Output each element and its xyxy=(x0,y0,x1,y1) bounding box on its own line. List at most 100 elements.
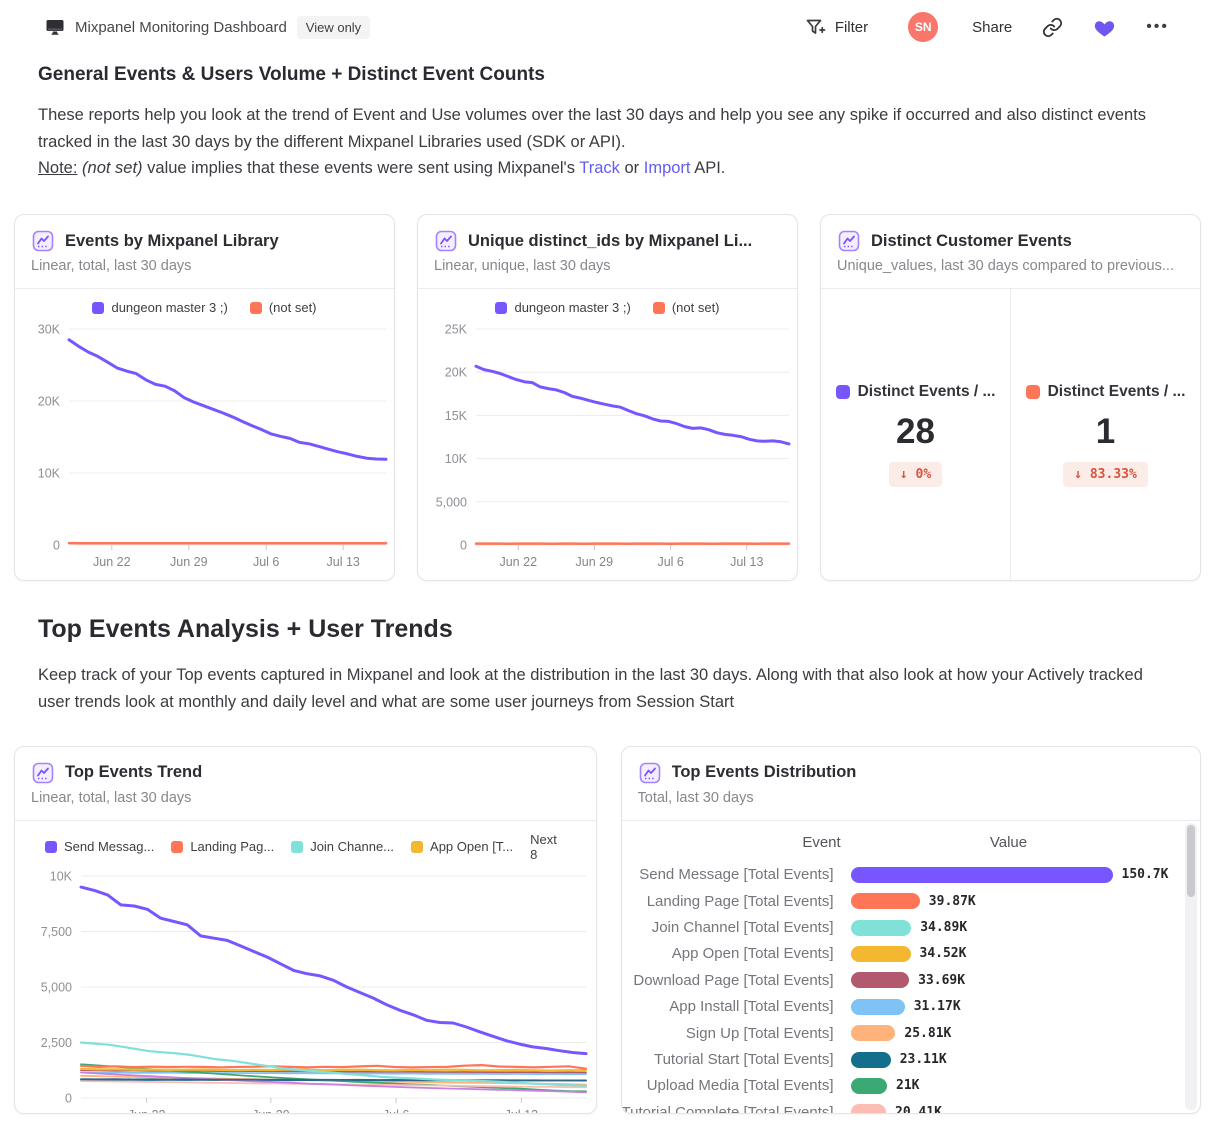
legend-item[interactable]: Send Messag... xyxy=(45,839,154,854)
card-title[interactable]: Top Events Distribution xyxy=(671,763,857,782)
table-row[interactable]: Sign Up [Total Events] 25.81K xyxy=(622,1020,1201,1046)
legend-color-chip xyxy=(45,840,57,853)
report-icon xyxy=(31,229,55,253)
more-menu-button[interactable]: ••• xyxy=(1146,18,1169,36)
card-subtitle: Linear, total, last 30 days xyxy=(31,789,192,806)
value-bar xyxy=(850,919,912,936)
more-icon: ••• xyxy=(1146,18,1169,35)
card-unique-distinct-ids: Unique distinct_ids by Mixpanel Li... Li… xyxy=(417,214,798,582)
legend-color-chip xyxy=(291,840,304,853)
chart-legend: dungeon master 3 ;) (not set) xyxy=(418,289,797,319)
table-row[interactable]: App Install [Total Events] 31.17K xyxy=(622,994,1201,1020)
legend-item[interactable]: (not set) xyxy=(652,300,720,316)
table-row[interactable]: Upload Media [Total Events] 21K xyxy=(622,1073,1201,1099)
svg-text:20K: 20K xyxy=(38,395,61,409)
event-label: Tutorial Complete [Total Events] xyxy=(621,1103,834,1113)
svg-text:2,500: 2,500 xyxy=(41,1036,72,1050)
legend-color-chip xyxy=(92,301,105,314)
svg-text:Jun 22: Jun 22 xyxy=(499,555,537,569)
filter-button[interactable]: Filter xyxy=(805,17,868,37)
legend-label: Join Channe... xyxy=(310,839,395,855)
svg-text:Jul 6: Jul 6 xyxy=(657,555,683,569)
column-event: Event xyxy=(802,833,841,851)
value-label: 150.7K xyxy=(1121,867,1169,883)
view-only-badge: View only xyxy=(296,15,371,39)
legend-label: Send Messag... xyxy=(64,839,155,855)
legend-item[interactable]: Landing Pag... xyxy=(171,839,274,854)
legend-item[interactable]: Join Channe... xyxy=(291,839,394,854)
section-heading: Top Events Analysis + User Trends xyxy=(38,615,453,644)
legend-label: (not set) xyxy=(671,300,720,316)
card-top-events-trend: Top Events Trend Linear, total, last 30 … xyxy=(14,745,597,1114)
value-label: 34.52K xyxy=(919,946,967,962)
report-icon xyxy=(31,761,55,785)
report-icon xyxy=(434,229,458,253)
filter-label: Filter xyxy=(834,18,869,36)
card-title[interactable]: Unique distinct_ids by Mixpanel Li... xyxy=(468,231,753,250)
legend-label: App Open [T... xyxy=(430,839,514,855)
section-top-events: Top Events Analysis + User Trends Keep t… xyxy=(38,615,1177,715)
event-label: Upload Media [Total Events] xyxy=(646,1077,834,1095)
svg-text:Jun 29: Jun 29 xyxy=(576,555,614,569)
table-row[interactable]: Download Page [Total Events] 33.69K xyxy=(622,967,1201,993)
table-row[interactable]: Join Channel [Total Events] 34.89K xyxy=(622,914,1201,940)
metric-delta-badge: ↓ 0% xyxy=(888,461,943,487)
legend-item[interactable]: (not set) xyxy=(249,300,317,315)
value-bar xyxy=(850,1025,896,1042)
value-bar xyxy=(850,1104,886,1113)
section-description: These reports help you look at the trend… xyxy=(38,106,1146,151)
filter-icon xyxy=(805,17,826,37)
event-label: Landing Page [Total Events] xyxy=(646,892,834,910)
event-label: Tutorial Start [Total Events] xyxy=(653,1051,834,1069)
card-title[interactable]: Events by Mixpanel Library xyxy=(65,231,279,250)
card-subtitle: Linear, total, last 30 days xyxy=(31,258,192,275)
event-label: App Open [Total Events] xyxy=(671,945,834,963)
table-row[interactable]: Landing Page [Total Events] 39.87K xyxy=(622,888,1201,914)
card-top-events-distribution: Top Events Distribution Total, last 30 d… xyxy=(620,745,1201,1114)
table-row[interactable]: Send Message [Total Events] 150.7K xyxy=(622,862,1201,888)
table-row[interactable]: Tutorial Complete [Total Events] 20.41K xyxy=(621,1099,1201,1113)
track-link[interactable]: Track xyxy=(579,159,620,178)
scrollbar-track[interactable] xyxy=(1185,822,1197,1110)
monitor-icon xyxy=(45,17,65,37)
avatar[interactable]: SN xyxy=(908,12,939,42)
table-row[interactable]: App Open [Total Events] 34.52K xyxy=(622,941,1201,967)
share-button[interactable]: Share xyxy=(972,19,1012,36)
metric-delta-badge: ↓ 83.33% xyxy=(1063,461,1148,487)
value-label: 25.81K xyxy=(904,1025,952,1041)
scrollbar-thumb[interactable] xyxy=(1187,824,1195,897)
card-title[interactable]: Distinct Customer Events xyxy=(871,231,1072,250)
table-row[interactable]: Tutorial Start [Total Events] 23.11K xyxy=(622,1046,1201,1072)
metric-label: Distinct Events / ... xyxy=(1025,383,1185,401)
legend-label: dungeon master 3 ;) xyxy=(111,300,228,316)
svg-text:20K: 20K xyxy=(445,366,468,380)
svg-text:Jul 13: Jul 13 xyxy=(730,555,763,569)
svg-text:25K: 25K xyxy=(445,323,468,337)
event-label: App Install [Total Events] xyxy=(669,998,834,1016)
metric-value: 1 xyxy=(1095,411,1116,451)
card-title[interactable]: Top Events Trend xyxy=(65,763,203,782)
svg-text:0: 0 xyxy=(53,539,60,553)
metric-panel: Distinct Events / ... 28 ↓ 0% xyxy=(821,289,1010,580)
favorite-button[interactable] xyxy=(1093,17,1116,38)
line-chart: 25K 20K 15K 10K 5,000 0 Jun 22 Jun 29 Jul 6 Jul 1… xyxy=(418,319,797,578)
table-body: Send Message [Total Events] 150.7K Landing… xyxy=(622,862,1201,1113)
value-bar xyxy=(850,1051,891,1068)
import-link[interactable]: Import xyxy=(643,159,691,178)
dashboard-title: Mixpanel Monitoring Dashboard xyxy=(75,18,287,36)
legend-item[interactable]: dungeon master 3 ;) xyxy=(92,300,228,316)
svg-text:10K: 10K xyxy=(50,869,73,883)
note-italic: (not set) xyxy=(82,159,143,178)
legend-more[interactable]: Next 8 xyxy=(530,831,557,862)
legend-color-chip xyxy=(249,301,262,314)
copy-link-button[interactable] xyxy=(1042,17,1063,38)
svg-text:Jul 6: Jul 6 xyxy=(383,1108,409,1114)
legend-item[interactable]: dungeon master 3 ;) xyxy=(495,300,631,315)
event-label: Download Page [Total Events] xyxy=(633,971,834,989)
legend-item[interactable]: App Open [T... xyxy=(411,839,513,854)
value-bar xyxy=(850,893,920,910)
svg-text:30K: 30K xyxy=(38,323,61,337)
legend-color-chip xyxy=(411,840,424,853)
chart-legend: Send Messag... Landing Pag... Join Channe.… xyxy=(15,821,596,866)
svg-text:Jul 13: Jul 13 xyxy=(505,1108,538,1114)
